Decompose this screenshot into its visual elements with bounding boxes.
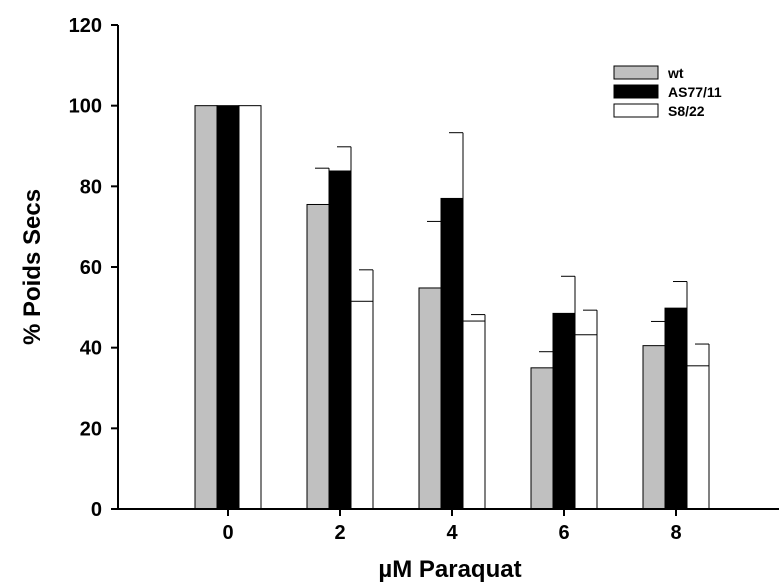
bar-s8-22-0 bbox=[238, 105, 262, 510]
bar-wt-4 bbox=[418, 287, 442, 510]
legend-swatch bbox=[613, 84, 659, 99]
y-tick-label: 60 bbox=[80, 257, 102, 279]
y-tick-label: 120 bbox=[69, 15, 102, 37]
x-tick-label: 2 bbox=[334, 522, 345, 544]
bar-wt-2 bbox=[306, 203, 330, 510]
bar-wt-6 bbox=[530, 367, 554, 510]
x-tick-label: 8 bbox=[670, 522, 681, 544]
legend-swatch bbox=[613, 65, 659, 80]
bar-s8-22-4 bbox=[462, 320, 486, 510]
y-tick-label: 20 bbox=[80, 418, 102, 440]
bar-as77-11-0 bbox=[216, 105, 240, 510]
x-tick-label: 0 bbox=[222, 522, 233, 544]
x-tick-label: 4 bbox=[446, 522, 458, 544]
bar-s8-22-6 bbox=[574, 334, 598, 510]
error-bars-layer bbox=[315, 132, 710, 368]
y-tick-label: 100 bbox=[69, 96, 102, 118]
y-tick-label: 40 bbox=[80, 338, 102, 360]
bar-wt-0 bbox=[194, 105, 218, 510]
x-tick-label: 6 bbox=[558, 522, 569, 544]
bar-s8-22-8 bbox=[686, 365, 710, 510]
x-axis-title: µM Paraquat bbox=[378, 556, 521, 582]
legend-label: AS77/11 bbox=[668, 84, 722, 100]
y-axis-ticks: 0 20 40 60 80 100 120 bbox=[69, 15, 118, 521]
bar-as77-11-4 bbox=[440, 197, 464, 510]
legend: wt AS77/11 S8/22 bbox=[613, 65, 722, 119]
y-tick-label: 80 bbox=[80, 176, 102, 198]
y-tick-label: 0 bbox=[91, 499, 102, 521]
legend-swatch bbox=[613, 103, 659, 118]
bar-s8-22-2 bbox=[350, 300, 374, 510]
bar-as77-11-6 bbox=[552, 312, 576, 510]
legend-label: S8/22 bbox=[668, 103, 705, 119]
bar-as77-11-2 bbox=[328, 170, 352, 510]
bar-as77-11-8 bbox=[664, 307, 688, 510]
bar-wt-8 bbox=[642, 345, 666, 510]
legend-label: wt bbox=[667, 65, 684, 81]
x-axis-ticks: 0 2 4 6 8 bbox=[222, 509, 682, 544]
bars-layer bbox=[194, 105, 710, 510]
y-axis-title: % Poids Secs bbox=[19, 189, 46, 345]
